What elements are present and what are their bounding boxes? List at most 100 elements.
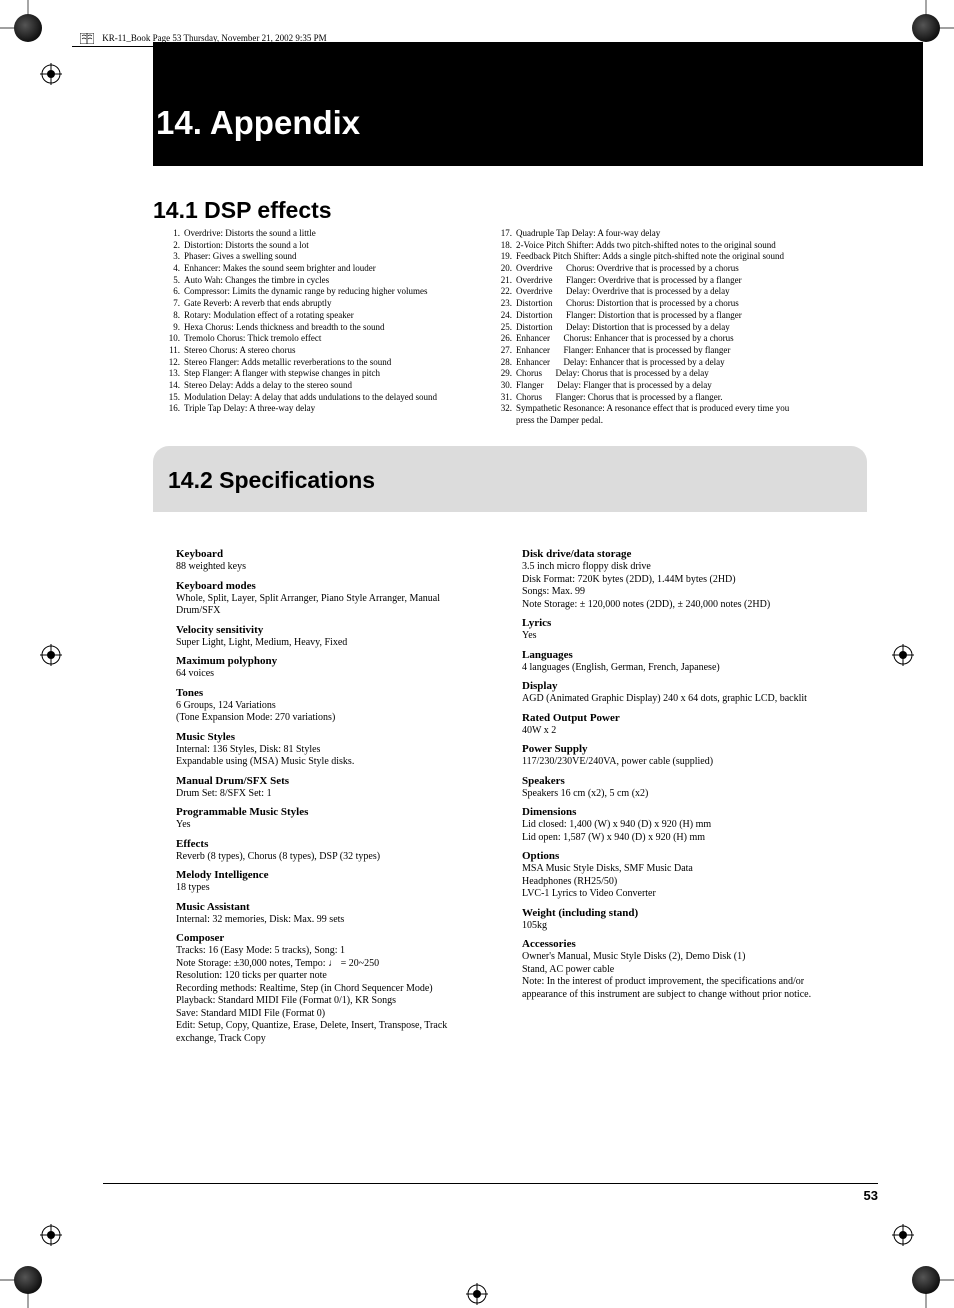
spec-heading: Lyrics: [522, 617, 842, 629]
spec-line: Expandable using (MSA) Music Style disks…: [176, 756, 476, 769]
dsp-text: Phaser: Gives a swelling sound: [184, 251, 485, 263]
spec-line: Reverb (8 types), Chorus (8 types), DSP …: [176, 851, 476, 864]
dsp-item: 27.Enhancer Flanger: Enhancer that is pr…: [499, 345, 819, 357]
spec-block: DimensionsLid closed: 1,400 (W) x 940 (D…: [522, 806, 842, 844]
spec-line: 117/230/230VE/240VA, power cable (suppli…: [522, 756, 842, 769]
dsp-num: 17.: [499, 228, 516, 240]
spec-line: Note Storage: ± 120,000 notes (2DD), ± 2…: [522, 599, 842, 612]
dsp-num: 15.: [167, 392, 184, 404]
dsp-item: 10.Tremolo Chorus: Thick tremolo effect: [167, 333, 485, 345]
spec-block: EffectsReverb (8 types), Chorus (8 types…: [176, 838, 476, 864]
dsp-text: Gate Reverb: A reverb that ends abruptly: [184, 298, 485, 310]
dsp-item: 31.Chorus Flanger: Chorus that is proces…: [499, 392, 819, 404]
spec-line: Resolution: 120 ticks per quarter note: [176, 970, 476, 983]
spec-line: Yes: [176, 819, 476, 832]
dsp-text: Enhancer Chorus: Enhancer that is proces…: [516, 333, 819, 345]
spec-line: Lid closed: 1,400 (W) x 940 (D) x 920 (H…: [522, 819, 842, 832]
spec-block: OptionsMSA Music Style Disks, SMF Music …: [522, 850, 842, 901]
dsp-num: 31.: [499, 392, 516, 404]
spec-line: Note Storage: ±30,000 notes, Tempo: ♩ = …: [176, 958, 476, 971]
spec-block: Keyboard modesWhole, Split, Layer, Split…: [176, 580, 476, 618]
spec-line: LVC-1 Lyrics to Video Converter: [522, 888, 842, 901]
spec-block: LyricsYes: [522, 617, 842, 643]
dsp-num: 30.: [499, 380, 516, 392]
spec-heading: Music Assistant: [176, 901, 476, 913]
regball-bl: [14, 1266, 42, 1294]
dsp-num: 6.: [167, 286, 184, 298]
dsp-text: Step Flanger: A flanger with stepwise ch…: [184, 368, 485, 380]
dsp-item: 7.Gate Reverb: A reverb that ends abrupt…: [167, 298, 485, 310]
dsp-text: Overdrive Flanger: Overdrive that is pro…: [516, 275, 819, 287]
dsp-item: 4.Enhancer: Makes the sound seem brighte…: [167, 263, 485, 275]
dsp-item: 15.Modulation Delay: A delay that adds u…: [167, 392, 485, 404]
dsp-num: 8.: [167, 310, 184, 322]
dsp-text: Auto Wah: Changes the timbre in cycles: [184, 275, 485, 287]
spec-block: Velocity sensitivitySuper Light, Light, …: [176, 624, 476, 650]
dsp-item: 22.Overdrive Delay: Overdrive that is pr…: [499, 286, 819, 298]
dsp-num: 1.: [167, 228, 184, 240]
dsp-text: Distortion Flanger: Distortion that is p…: [516, 310, 819, 322]
spec-line: Yes: [522, 630, 842, 643]
section-title-specs: 14.2 Specifications: [168, 467, 375, 494]
spec-block: Tones6 Groups, 124 Variations(Tone Expan…: [176, 687, 476, 725]
dsp-item: 28.Enhancer Delay: Enhancer that is proc…: [499, 357, 819, 369]
dsp-text: Quadruple Tap Delay: A four-way delay: [516, 228, 819, 240]
page-number: 53: [864, 1188, 878, 1203]
dsp-text: Distortion Delay: Distortion that is pro…: [516, 322, 819, 334]
spec-line: Headphones (RH25/50): [522, 876, 842, 889]
spec-heading: Tones: [176, 687, 476, 699]
dsp-item: 14.Stereo Delay: Adds a delay to the ste…: [167, 380, 485, 392]
spec-line: Playback: Standard MIDI File (Format 0/1…: [176, 995, 476, 1008]
dsp-item: 23.Distortion Chorus: Distortion that is…: [499, 298, 819, 310]
spec-line: Songs: Max. 99: [522, 586, 842, 599]
dsp-item: 19.Feedback Pitch Shifter: Adds a single…: [499, 251, 819, 263]
dsp-num: 28.: [499, 357, 516, 369]
spec-line: 4 languages (English, German, French, Ja…: [522, 662, 842, 675]
spec-block: ComposerTracks: 16 (Easy Mode: 5 tracks)…: [176, 932, 476, 1045]
spec-heading: Speakers: [522, 775, 842, 787]
dsp-text: Flanger Delay: Flanger that is processed…: [516, 380, 819, 392]
dsp-item: 24.Distortion Flanger: Distortion that i…: [499, 310, 819, 322]
dsp-text: Overdrive Chorus: Overdrive that is proc…: [516, 263, 819, 275]
spec-line: 105kg: [522, 920, 842, 933]
footer-rule: [103, 1183, 878, 1184]
spec-line: AGD (Animated Graphic Display) 240 x 64 …: [522, 693, 842, 706]
specs-right-col: Disk drive/data storage3.5 inch micro fl…: [522, 548, 842, 1007]
dsp-text: Feedback Pitch Shifter: Adds a single pi…: [516, 251, 819, 263]
dsp-num: 32.: [499, 403, 516, 415]
dsp-item: 8.Rotary: Modulation effect of a rotatin…: [167, 310, 485, 322]
spec-line: 88 weighted keys: [176, 561, 476, 574]
dsp-item: 25.Distortion Delay: Distortion that is …: [499, 322, 819, 334]
spec-heading: Display: [522, 680, 842, 692]
spec-heading: Rated Output Power: [522, 712, 842, 724]
dsp-text: Stereo Chorus: A stereo chorus: [184, 345, 485, 357]
spec-block: Manual Drum/SFX SetsDrum Set: 8/SFX Set:…: [176, 775, 476, 801]
dsp-item: 16.Triple Tap Delay: A three-way delay: [167, 403, 485, 415]
spec-line: Speakers 16 cm (x2), 5 cm (x2): [522, 788, 842, 801]
dsp-num: 23.: [499, 298, 516, 310]
dsp-num: 5.: [167, 275, 184, 287]
spec-line: Internal: 136 Styles, Disk: 81 Styles: [176, 744, 476, 757]
spec-heading: Manual Drum/SFX Sets: [176, 775, 476, 787]
dsp-item: 12.Stereo Flanger: Adds metallic reverbe…: [167, 357, 485, 369]
spec-block: Music AssistantInternal: 32 memories, Di…: [176, 901, 476, 927]
spec-line: Disk Format: 720K bytes (2DD), 1.44M byt…: [522, 574, 842, 587]
dsp-num: 14.: [167, 380, 184, 392]
spec-line: Super Light, Light, Medium, Heavy, Fixed: [176, 637, 476, 650]
dsp-text: Distortion Chorus: Distortion that is pr…: [516, 298, 819, 310]
dsp-item: 3.Phaser: Gives a swelling sound: [167, 251, 485, 263]
regball-tl: [14, 14, 42, 42]
dsp-text: Tremolo Chorus: Thick tremolo effect: [184, 333, 485, 345]
dsp-text: Distortion: Distorts the sound a lot: [184, 240, 485, 252]
spec-heading: Keyboard modes: [176, 580, 476, 592]
dsp-num: 26.: [499, 333, 516, 345]
spec-line: Lid open: 1,587 (W) x 940 (D) x 920 (H) …: [522, 832, 842, 845]
spec-block: DisplayAGD (Animated Graphic Display) 24…: [522, 680, 842, 706]
spec-line: Edit: Setup, Copy, Quantize, Erase, Dele…: [176, 1020, 476, 1045]
dsp-text: Stereo Flanger: Adds metallic reverberat…: [184, 357, 485, 369]
spec-heading: Accessories: [522, 938, 842, 950]
dsp-text: Hexa Chorus: Lends thickness and breadth…: [184, 322, 485, 334]
dsp-list-right: 17.Quadruple Tap Delay: A four-way delay…: [499, 228, 819, 427]
spec-heading: Music Styles: [176, 731, 476, 743]
spec-line: 40W x 2: [522, 725, 842, 738]
